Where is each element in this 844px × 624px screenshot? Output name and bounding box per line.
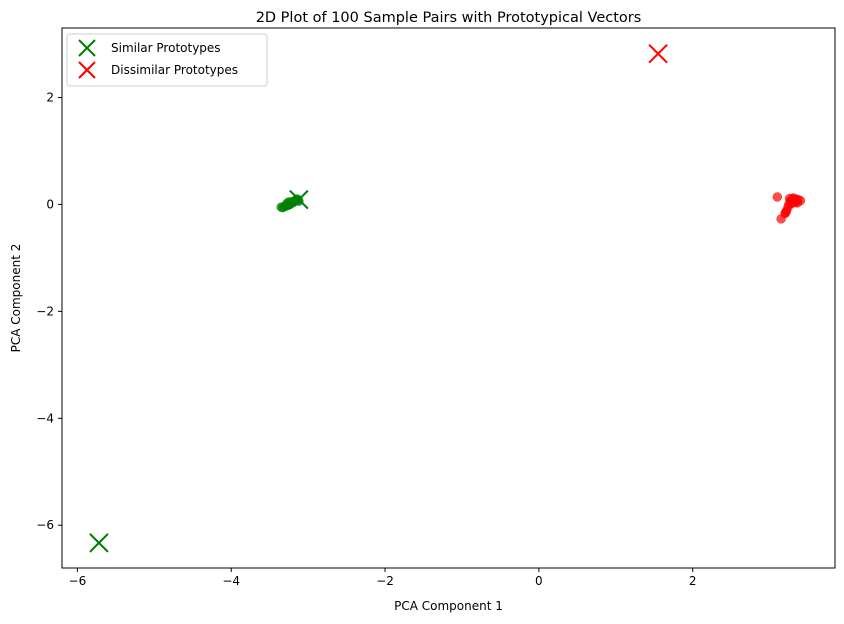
- dissimilar-pair-point: [772, 192, 783, 202]
- ticks-layer: −6 −4 −2 0 2 2 0 −2 −4 −6: [36, 91, 696, 588]
- x-axis-label: PCA Component 1: [394, 599, 503, 613]
- points-layer: [89, 43, 806, 553]
- legend-marker: [78, 61, 96, 79]
- dissimilar-pair-point: [781, 207, 791, 218]
- similar-prototype-marker: [289, 189, 309, 210]
- x-tick-label: 0: [535, 574, 543, 588]
- x-tick-label: −2: [376, 574, 394, 588]
- x-tick-label: −4: [222, 574, 240, 588]
- y-axis-label: PCA Component 2: [9, 244, 23, 353]
- similar-pair-point: [294, 196, 304, 206]
- x-tick-label: −6: [69, 574, 87, 588]
- y-tick-label: −6: [36, 518, 54, 532]
- y-tick-label: 0: [46, 197, 54, 211]
- similar-pair-point: [285, 197, 296, 207]
- legend: Similar Prototypes Dissimilar Prototypes: [66, 33, 268, 87]
- chart-title: 2D Plot of 100 Sample Pairs with Prototy…: [256, 10, 642, 26]
- y-tick-label: −2: [36, 304, 54, 318]
- similar-prototype-marker: [89, 533, 109, 553]
- x-tick-label: 2: [689, 574, 697, 588]
- legend-label: Similar Prototypes: [111, 41, 221, 55]
- y-tick-label: −4: [36, 411, 54, 425]
- legend-box: [66, 33, 268, 87]
- plot-frame: [61, 27, 836, 569]
- dissimilar-prototype-marker: [648, 43, 668, 64]
- y-tick-label: 2: [46, 91, 54, 105]
- legend-label: Dissimilar Prototypes: [111, 63, 238, 77]
- dissimilar-pair-point: [791, 194, 801, 204]
- legend-marker: [78, 39, 96, 57]
